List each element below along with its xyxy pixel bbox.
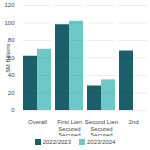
svg-text:Second LienSecuredSecured: Second LienSecuredSecured	[85, 119, 118, 136]
svg-text:120: 120	[4, 2, 15, 8]
svg-text:0: 0	[11, 107, 15, 113]
svg-text:20: 20	[8, 90, 15, 96]
svg-text:Overall: Overall	[28, 119, 47, 125]
svg-text:60: 60	[7, 54, 15, 61]
svg-text:First LienSecuredSecured: First LienSecuredSecured	[57, 119, 82, 136]
svg-text:100: 100	[4, 20, 15, 26]
html-text:2022/2023: 2022/2023	[42, 139, 71, 145]
svg-text:80: 80	[8, 37, 15, 43]
svg-text:2nd: 2nd	[128, 119, 138, 125]
svg-text:40: 40	[7, 72, 15, 79]
html-text:2023/2024: 2023/2024	[87, 139, 116, 145]
svg-text:$M Billions: $M Billions	[5, 43, 11, 72]
